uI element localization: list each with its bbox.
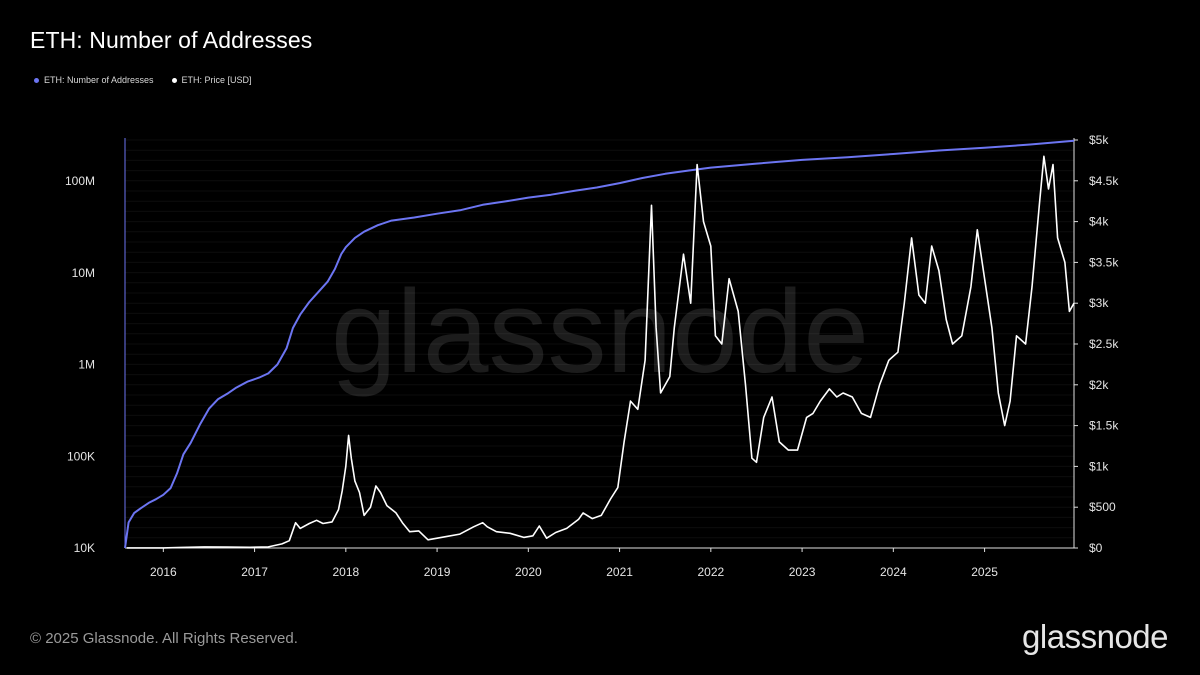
y-right-tick-label: $3k (1089, 296, 1109, 310)
y-right-tick-label: $1.5k (1089, 419, 1119, 433)
y-right-tick-label: $4.5k (1089, 174, 1119, 188)
y-right-tick-label: $500 (1089, 500, 1116, 514)
brand-logo: glassnode (1022, 618, 1168, 655)
x-tick-label: 2022 (697, 565, 724, 579)
series-line-addresses (124, 139, 1075, 549)
legend-item-addresses[interactable]: ETH: Number of Addresses (34, 75, 154, 85)
legend-label-price: ETH: Price [USD] (181, 75, 252, 85)
y-right-tick-label: $2.5k (1089, 337, 1119, 351)
y-right-tick-label: $5k (1089, 133, 1109, 147)
x-tick-label: 2020 (515, 565, 542, 579)
legend-item-price[interactable]: ETH: Price [USD] (171, 75, 252, 85)
legend-dot-price (171, 77, 177, 83)
y-right-tick-label: $2k (1089, 378, 1109, 392)
y-left-tick-label: 1M (78, 358, 95, 372)
y-left-tick-label: 100K (67, 449, 95, 463)
x-tick-label: 2025 (971, 565, 998, 579)
watermark-text: glassnode (331, 266, 869, 398)
copyright-text: © 2025 Glassnode. All Rights Reserved. (30, 630, 298, 647)
chart-title: ETH: Number of Addresses (30, 27, 313, 53)
y-left-tick-label: 10M (72, 266, 95, 280)
x-tick-label: 2018 (332, 565, 359, 579)
chart-legend: ETH: Number of Addresses ETH: Price [USD… (34, 75, 252, 85)
y-right-tick-label: $3.5k (1089, 255, 1119, 269)
y-left-tick-label: 10K (74, 541, 95, 555)
y-right-tick-label: $0 (1089, 541, 1103, 555)
x-tick-label: 2019 (424, 565, 451, 579)
y-left-tick-label: 100M (65, 174, 95, 188)
x-tick-label: 2016 (150, 565, 177, 579)
x-tick-label: 2017 (241, 565, 268, 579)
x-tick-label: 2021 (606, 565, 633, 579)
x-tick-label: 2024 (880, 565, 907, 579)
y-right-tick-label: $4k (1089, 215, 1109, 229)
legend-dot-addresses (34, 77, 39, 83)
series-line-price (126, 155, 1075, 549)
y-right-tick-label: $1k (1089, 459, 1109, 473)
legend-label-addresses: ETH: Number of Addresses (44, 75, 154, 85)
x-tick-label: 2023 (789, 565, 816, 579)
